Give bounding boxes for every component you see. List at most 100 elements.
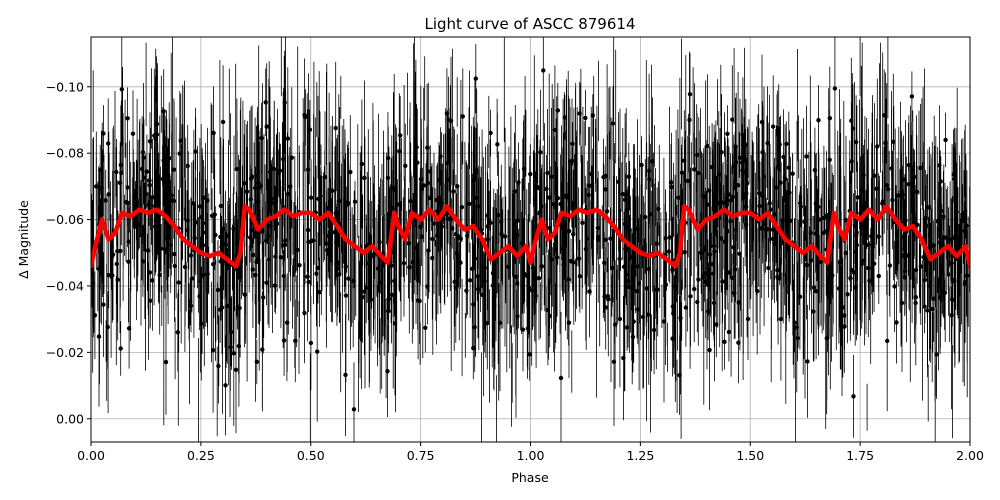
- data-point: [676, 196, 680, 200]
- data-point: [211, 131, 215, 135]
- data-point: [393, 321, 397, 325]
- data-point: [906, 253, 910, 257]
- data-point: [201, 230, 205, 234]
- data-point: [663, 236, 667, 240]
- data-point: [415, 160, 419, 164]
- data-point: [333, 230, 337, 234]
- data-point: [934, 352, 938, 356]
- data-point: [425, 146, 429, 150]
- data-point: [257, 185, 261, 189]
- x-tick-label: 0.75: [407, 448, 435, 463]
- data-point: [720, 279, 724, 283]
- data-point: [221, 120, 225, 124]
- data-point: [259, 136, 263, 140]
- data-point: [306, 280, 310, 284]
- data-point: [589, 172, 593, 176]
- data-point: [283, 238, 287, 242]
- data-point: [943, 235, 947, 239]
- data-point: [426, 181, 430, 185]
- data-point: [98, 168, 102, 172]
- data-point: [732, 164, 736, 168]
- data-point: [306, 240, 310, 244]
- data-point: [177, 280, 181, 284]
- data-point: [140, 167, 144, 171]
- data-point: [440, 224, 444, 228]
- data-point: [464, 289, 468, 293]
- data-point: [825, 336, 829, 340]
- data-point: [721, 200, 725, 204]
- data-point: [164, 360, 168, 364]
- data-point: [866, 266, 870, 270]
- data-point: [268, 170, 272, 174]
- data-point: [903, 218, 907, 222]
- data-point: [863, 229, 867, 233]
- data-point: [949, 313, 953, 317]
- data-point: [437, 178, 441, 182]
- data-point: [253, 186, 257, 190]
- data-point: [773, 242, 777, 246]
- data-point: [757, 204, 761, 208]
- data-point: [733, 267, 737, 271]
- data-point: [624, 272, 628, 276]
- data-point: [940, 209, 944, 213]
- data-point: [553, 128, 557, 132]
- data-point: [360, 295, 364, 299]
- data-point: [153, 224, 157, 228]
- data-point: [854, 140, 858, 144]
- data-point: [189, 253, 193, 257]
- data-point: [225, 304, 229, 308]
- data-point: [604, 174, 608, 178]
- data-point: [688, 92, 692, 96]
- data-point: [525, 274, 529, 278]
- data-point: [268, 224, 272, 228]
- data-point: [270, 201, 274, 205]
- data-point: [625, 247, 629, 251]
- data-point: [161, 158, 165, 162]
- data-point: [506, 265, 510, 269]
- data-point: [596, 226, 600, 230]
- data-point: [925, 308, 929, 312]
- data-point: [838, 260, 842, 264]
- data-point: [585, 236, 589, 240]
- data-point: [899, 189, 903, 193]
- data-point: [802, 220, 806, 224]
- data-point: [671, 304, 675, 308]
- data-point: [671, 311, 675, 315]
- data-point: [337, 199, 341, 203]
- data-point: [647, 169, 651, 173]
- data-point: [577, 256, 581, 260]
- data-point: [451, 189, 455, 193]
- data-point: [390, 293, 394, 297]
- data-point: [855, 195, 859, 199]
- data-point: [645, 286, 649, 290]
- data-point: [106, 325, 110, 329]
- data-point: [344, 293, 348, 297]
- data-point: [148, 299, 152, 303]
- data-point: [101, 302, 105, 306]
- data-point: [531, 266, 535, 270]
- data-point: [664, 282, 668, 286]
- data-point: [848, 276, 852, 280]
- data-point: [416, 298, 420, 302]
- data-point: [211, 262, 215, 266]
- data-point: [309, 341, 313, 345]
- data-point: [648, 212, 652, 216]
- data-point: [636, 307, 640, 311]
- data-point: [286, 136, 290, 140]
- data-point: [256, 200, 260, 204]
- data-point: [245, 189, 249, 193]
- data-point: [965, 224, 969, 228]
- y-tick-label: −0.04: [46, 278, 84, 293]
- data-point: [337, 272, 341, 276]
- data-point: [387, 297, 391, 301]
- data-point: [828, 158, 832, 162]
- data-point: [812, 285, 816, 289]
- data-point: [763, 222, 767, 226]
- data-point: [545, 171, 549, 175]
- data-point: [297, 263, 301, 267]
- data-point: [164, 183, 168, 187]
- data-point: [219, 245, 223, 249]
- data-point: [740, 160, 744, 164]
- data-point: [692, 287, 696, 291]
